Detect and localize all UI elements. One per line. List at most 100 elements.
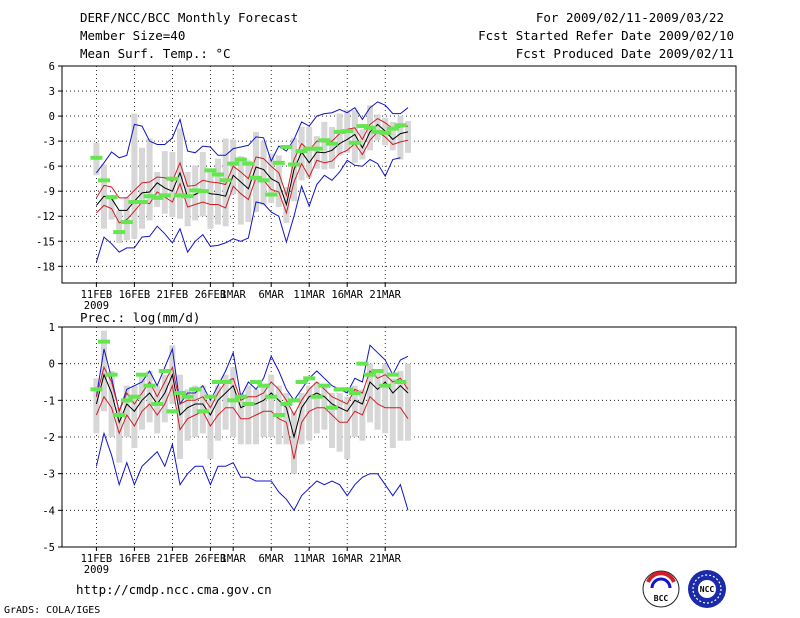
observed-marker [348,140,361,145]
observed-marker [174,193,186,198]
ensemble-range-box [374,114,381,141]
observed-marker [326,141,338,146]
observed-marker [105,372,118,377]
observed-marker [288,398,300,403]
x-tick-label: 21MAR [369,553,401,565]
ensemble-range-box [359,129,366,160]
observed-marker [333,387,346,392]
bcc-logo-text: BCC [654,594,669,603]
series-line-ensemble-min [96,101,409,174]
observed-marker [181,194,194,199]
observed-marker [120,220,133,225]
forecast-started-date: Fcst Started Refer Date 2009/02/10 [478,28,734,43]
ensemble-range-box [268,374,275,437]
plot-frame [61,65,737,284]
ensemble-range-box [275,155,282,208]
ensemble-range-box [253,131,259,213]
x-year-label: 2009 [84,564,109,576]
observed-marker [151,402,164,406]
observed-marker [90,387,103,392]
ensemble-range-box [108,371,115,437]
x-tick-label: 26FEB [195,289,227,301]
observed-marker [295,149,308,154]
y-tick-label: 3 [49,86,55,98]
y-tick-label: -15 [36,236,55,248]
ensemble-range-box [405,121,411,153]
ensemble-range-box [321,121,328,170]
observed-marker [128,200,141,205]
source-url[interactable]: http://cmdp.ncc.cma.gov.cn [76,582,272,597]
observed-marker [181,394,194,399]
observed-marker [174,391,186,395]
observed-marker [158,369,171,373]
ensemble-range-box [382,363,389,434]
observed-marker [98,339,110,344]
x-year-label: 2009 [84,300,109,312]
ncc-logo: NCC [688,570,726,608]
x-tick-label: 11FEB [81,553,113,565]
observed-marker [288,162,300,167]
ensemble-range-box [351,110,358,163]
observed-marker [341,387,354,392]
observed-marker [234,394,247,399]
y-tick-label: 6 [49,61,55,73]
ensemble-range-box [116,407,123,463]
observed-marker [364,372,376,377]
y-tick-label: -3 [42,469,55,481]
x-tick-label: 16FEB [119,289,151,301]
x-tick-label: 16FEB [119,553,151,565]
series-line-mean-minus-std [95,383,409,460]
ensemble-range-box [215,158,221,225]
observed-marker [242,402,255,406]
observed-marker [318,383,331,388]
observed-marker [280,402,293,406]
ncc-logo-text: NCC [700,585,715,594]
panel-subtitle: Prec.: log(mm/d) [80,310,200,325]
series-line-ensemble-min [95,431,409,512]
observed-marker [158,193,171,198]
observed-marker [143,383,156,388]
variable-label: Mean Surf. Temp.: °C [80,46,231,61]
ensemble-range-box [199,151,206,217]
ensemble-range-box [108,195,115,220]
observed-marker [227,398,240,403]
ensemble-range-box [237,156,244,225]
observed-marker [250,380,262,384]
observed-marker [303,376,316,381]
observed-marker [386,372,399,377]
ensemble-range-box [116,210,123,243]
observed-marker [143,194,156,199]
ensemble-range-box [192,165,199,221]
observed-marker [98,178,110,183]
y-tick-label: -3 [42,136,55,148]
observed-marker [280,144,293,149]
ensemble-range-box [389,121,396,151]
ensemble-range-box [245,160,252,223]
series-line-ensemble-max [95,344,409,414]
y-tick-label: -6 [42,161,55,173]
ensemble-range-box [139,374,145,430]
ensemble-range-box [161,151,168,214]
ensemble-range-box [367,363,373,423]
ensemble-range-box [336,113,343,156]
observed-marker [189,387,202,392]
observed-marker [128,394,141,399]
ensemble-range-box [245,385,252,445]
ensemble-range-box [139,147,145,229]
observed-marker [333,129,346,134]
observed-marker [166,176,179,181]
observed-marker [136,200,148,205]
chart-title: DERF/NCC/BCC Monthly Forecast [80,10,298,25]
ensemble-range-box [222,374,229,430]
y-tick-label: 0 [49,111,55,123]
observed-marker [113,413,126,417]
observed-marker [394,380,407,384]
ensemble-range-box [329,393,335,448]
observed-marker [272,413,285,417]
x-tick-label: 11FEB [81,289,113,301]
y-tick-label: 0 [49,359,55,371]
ensemble-range-box [131,113,138,239]
ensemble-range-box [298,393,305,445]
ensemble-range-box [306,126,313,178]
x-tick-label: 21FEB [157,553,189,565]
